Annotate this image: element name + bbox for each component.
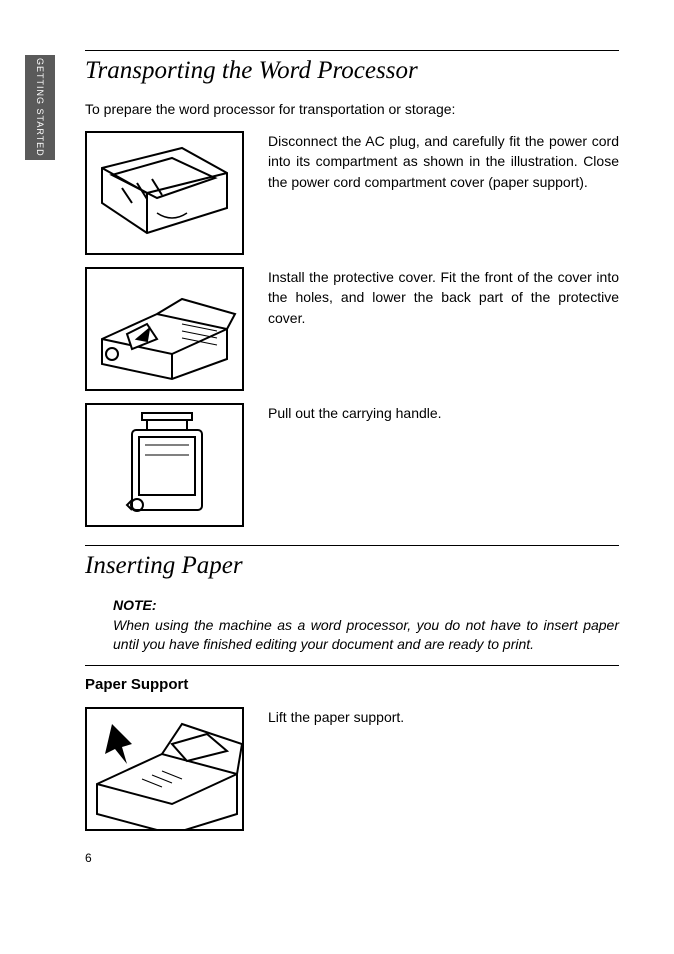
note-text: When using the machine as a word process…: [113, 616, 619, 655]
subheading-paper-support: Paper Support: [85, 676, 619, 693]
illustration-power-cord: [85, 131, 244, 255]
rule-sub: [85, 665, 619, 666]
side-tab: GETTING STARTED: [25, 55, 55, 160]
section-title-inserting: Inserting Paper: [85, 552, 619, 580]
step-text: Lift the paper support.: [268, 707, 619, 727]
note-block: NOTE: When using the machine as a word p…: [113, 596, 619, 655]
step-row: Disconnect the AC plug, and carefully fi…: [85, 131, 619, 255]
step-row: Install the protective cover. Fit the fr…: [85, 267, 619, 391]
step-text: Disconnect the AC plug, and carefully fi…: [268, 131, 619, 192]
step-text: Install the protective cover. Fit the fr…: [268, 267, 619, 328]
step-row: Lift the paper support.: [85, 707, 619, 831]
intro-text: To prepare the word processor for transp…: [85, 101, 619, 117]
step-text: Pull out the carrying handle.: [268, 403, 619, 423]
step-row: Pull out the carrying handle.: [85, 403, 619, 527]
page-number: 6: [85, 851, 619, 865]
illustration-protective-cover: [85, 267, 244, 391]
rule-top: [85, 50, 619, 51]
illustration-paper-support: [85, 707, 244, 831]
illustration-carrying-handle: [85, 403, 244, 527]
rule-mid: [85, 545, 619, 546]
section-title-transporting: Transporting the Word Processor: [85, 57, 619, 85]
note-label: NOTE:: [113, 596, 619, 616]
